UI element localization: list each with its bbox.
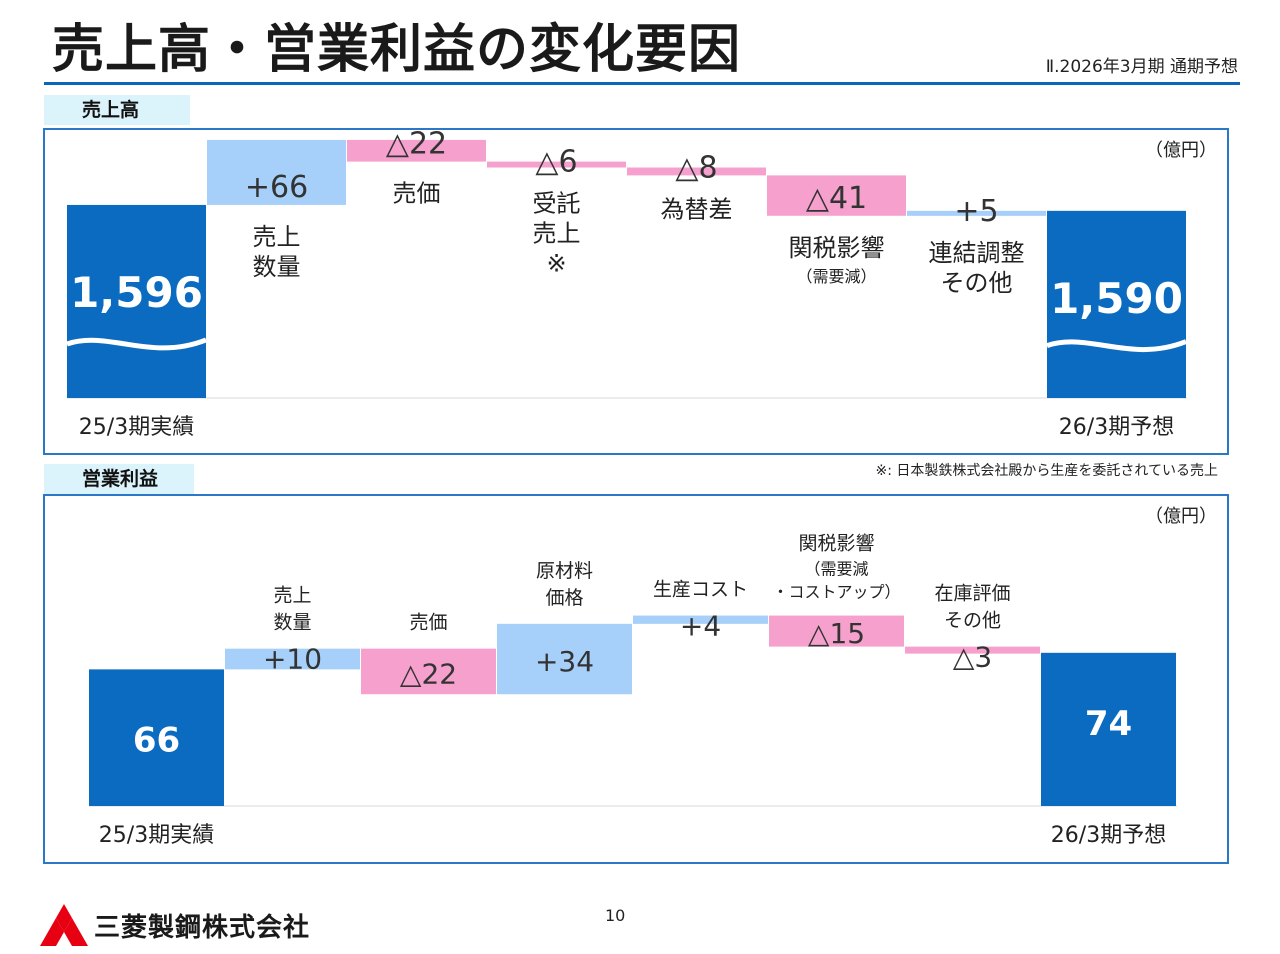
title-underline <box>44 82 1240 85</box>
delta-bar <box>633 615 768 624</box>
delta-bar <box>905 646 1040 654</box>
category-label: 関税影響 <box>798 533 874 555</box>
sales-chart-panel: （億円） 1,596 25/3期実績 +66 売上 数量 △22 売価 △6 受託 売上 ※ △8 為替… <box>43 128 1229 455</box>
delta-bar <box>497 623 632 695</box>
total-bar <box>1041 652 1176 806</box>
page-title: 売上高・営業利益の変化要因 <box>52 20 742 80</box>
total-value-label: 74 <box>1085 704 1132 744</box>
delta-value-label: △22 <box>400 657 457 690</box>
delta-bar <box>225 648 360 670</box>
total-value-label: 1,596 <box>70 268 203 317</box>
three-diamonds-icon <box>40 904 88 946</box>
category-label: ※ <box>546 250 566 278</box>
delta-value-label: +66 <box>245 170 308 205</box>
company-logo: 三菱製鋼株式会社 <box>40 904 310 946</box>
sales-unit-label: （億円） <box>1145 140 1217 161</box>
delta-value-label: +34 <box>535 645 594 678</box>
category-label: 原材料 <box>536 560 593 582</box>
category-label: 売上 <box>253 223 301 251</box>
total-value-label: 1,590 <box>1050 274 1183 323</box>
delta-bar <box>627 167 766 176</box>
category-label: その他 <box>944 610 1001 632</box>
company-name: 三菱製鋼株式会社 <box>94 912 311 943</box>
delta-value-label: △41 <box>806 181 867 216</box>
category-label: 25/3期実績 <box>99 823 214 848</box>
total-bar <box>89 669 224 806</box>
delta-bar <box>347 139 486 162</box>
delta-value-label: △8 <box>675 151 717 186</box>
profit-chart-panel: （億円） 66 25/3期実績 +10 売上数量 △22 売価 +34 原材料価格 +4 生産コス… <box>43 494 1229 864</box>
delta-bar <box>769 615 904 647</box>
delta-value-label: △3 <box>953 641 992 674</box>
page-number: 10 <box>605 906 626 925</box>
category-sublabel: （需要減 <box>804 560 868 579</box>
delta-bar <box>907 210 1046 216</box>
category-label: 26/3期予想 <box>1059 415 1174 440</box>
category-label: 26/3期予想 <box>1051 823 1166 848</box>
delta-value-label: △22 <box>386 130 447 162</box>
delta-bar <box>361 648 496 695</box>
category-label: 売上 <box>533 220 581 248</box>
category-label: 受託 <box>533 190 581 218</box>
category-label: 為替差 <box>661 196 733 224</box>
category-sublabel: ・コストアップ） <box>772 583 900 602</box>
category-label: 売価 <box>409 612 447 634</box>
section-label-sales: 売上高 <box>44 95 190 125</box>
page-subtitle: Ⅱ.2026年3月期 通期予想 <box>1045 57 1238 77</box>
category-label: 数量 <box>253 253 301 281</box>
total-value-label: 66 <box>133 720 180 760</box>
delta-value-label: +10 <box>263 643 322 676</box>
total-bar <box>67 204 206 398</box>
delta-bar <box>767 175 906 216</box>
profit-unit-label: （億円） <box>1145 506 1217 527</box>
category-label: その他 <box>941 269 1013 297</box>
category-sublabel: （需要減） <box>796 267 876 286</box>
category-label: 数量 <box>273 612 311 634</box>
category-label: 売上 <box>273 585 311 607</box>
delta-bar <box>207 139 346 205</box>
wave-decoration <box>1046 339 1187 352</box>
delta-value-label: △15 <box>808 617 865 650</box>
category-label: 生産コスト <box>653 579 748 601</box>
wave-decoration <box>66 337 207 351</box>
footnote: ※: 日本製鉄株式会社殿から生産を委託されている売上 <box>875 463 1218 479</box>
category-label: 価格 <box>545 587 583 609</box>
delta-bar <box>487 161 626 168</box>
category-label: 関税影響 <box>789 234 885 262</box>
section-label-profit: 営業利益 <box>44 464 194 494</box>
category-label: 在庫評価 <box>934 583 1010 605</box>
category-label: 25/3期実績 <box>79 415 194 440</box>
delta-value-label: +4 <box>680 610 721 643</box>
delta-value-label: +5 <box>954 194 998 229</box>
total-bar <box>1047 210 1186 398</box>
delta-value-label: △6 <box>535 145 577 180</box>
category-label: 連結調整 <box>929 239 1025 267</box>
category-label: 売価 <box>393 180 441 208</box>
